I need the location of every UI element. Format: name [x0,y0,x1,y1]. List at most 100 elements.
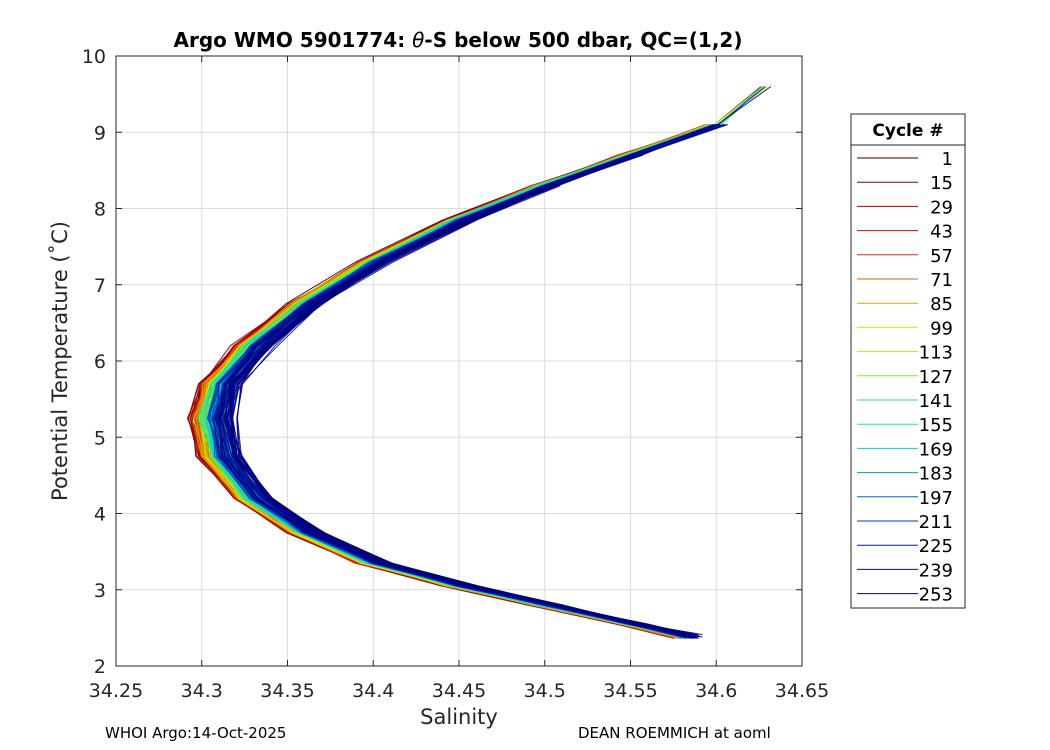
cycle-profile-line [200,124,715,639]
cycle-profile-line [194,185,682,637]
cycle-profile-line [199,124,717,638]
chart-title-suffix: -S below 500 dbar, QC=(1,2) [424,28,742,52]
legend-label: 225 [919,536,953,557]
cycle-profile-line [232,185,698,639]
y-tick-label: 9 [94,122,106,144]
y-tick-label: 5 [94,427,106,449]
cycle-profile-line [203,185,685,639]
y-tick-label: 7 [94,275,106,297]
cycle-profile-line [222,185,692,637]
cycle-profile-line [213,185,684,636]
cycle-profile-line [204,185,686,637]
x-tick-label: 34.65 [775,680,829,702]
cycle-profile-line [219,124,721,637]
y-axis-ticks: 2 3 4 5 6 7 8 9 10 [82,46,802,678]
cycle-profile-line [211,124,713,638]
cycle-profile-line [214,124,721,637]
cycle-profile-line [210,185,685,636]
cycle-profile-line [215,124,719,638]
cycle-profile-line [198,185,684,636]
profile-series [186,86,772,639]
cycle-profile-line [209,185,694,639]
legend-label: 141 [919,391,953,412]
cycle-profile-line [186,124,715,636]
legend: Cycle # 1 15 29 43 57 71 85 99 113 127 141 155 169 18… [850,113,966,609]
cycle-profile-line [218,185,690,639]
cycle-profile-line [211,185,685,637]
cycle-profile-line [215,124,715,639]
x-tick-label: 34.4 [352,680,394,702]
cycle-profile-line [203,185,687,638]
cycle-profile-line [207,185,689,635]
y-axis-label: Potential Temperature (˚C) [48,221,72,501]
cycle-profile-line [187,124,707,635]
cycle-profile-line [206,124,721,635]
legend-label: 29 [930,197,953,218]
cycle-profile-line [203,124,719,636]
cycle-profile-line [195,124,711,635]
cycle-profile-line [198,124,717,639]
cycle-profile-line [197,185,681,636]
y-tick-label: 8 [94,199,106,221]
cycle-profile-line [198,124,710,639]
cycle-profile-line [191,185,679,635]
cycle-profile-line [193,124,714,635]
x-tick-label: 34.6 [695,680,737,702]
cycle-profile-line [219,185,694,635]
cycle-profile-line [215,124,716,639]
cycle-profile-line [215,124,719,639]
cycle-profile-line [221,124,716,638]
cycle-profile-line [212,185,687,639]
legend-label: 127 [919,367,953,388]
cycle-profile-line [200,124,708,636]
cycle-profile-line [229,124,728,639]
x-tick-label: 34.3 [181,680,223,702]
cycle-profile-line [223,86,767,639]
chart-title: Argo WMO 5901774: θ-S below 500 dbar, QC… [174,28,743,52]
y-tick-label: 4 [94,504,106,526]
cycle-profile-line [236,185,697,638]
cycle-profile-line [200,124,715,637]
cycle-profile-line [204,185,684,638]
cycle-profile-line [190,124,707,639]
cycle-profile-line [205,185,686,635]
cycle-profile-line [218,124,724,637]
cycle-profile-line [190,185,682,638]
cycle-profile-line [218,185,690,636]
x-tick-label: 34.35 [260,680,314,702]
cycle-profile-line [218,124,717,637]
y-tick-label: 2 [94,656,106,678]
cycle-profile-line [203,124,717,638]
cycle-profile-line [200,124,712,638]
cycle-profile-line [214,124,718,637]
legend-label: 113 [919,343,953,364]
legend-label: 253 [919,585,953,606]
cycle-profile-line [206,124,717,639]
cycle-profile-line [222,124,721,636]
legend-label: 197 [919,488,953,509]
cycle-profile-line [219,124,724,638]
cycle-profile-line [193,185,686,638]
cycle-profile-line [224,185,697,636]
cycle-profile-line [227,185,693,638]
cycle-profile-line [224,124,719,637]
x-tick-label: 34.45 [432,680,486,702]
cycle-profile-line [219,185,689,638]
cycle-profile-line [219,185,696,639]
cycle-profile-line [217,185,690,636]
cycle-profile-line [226,185,694,635]
legend-label: 57 [930,246,953,267]
cycle-profile-line [225,185,703,636]
legend-label: 43 [930,222,953,243]
cycle-profile-line [209,185,681,636]
legend-label: 99 [930,318,953,339]
cycle-profile-line [207,185,690,637]
cycle-profile-line [228,185,693,638]
cycle-profile-line [197,124,714,636]
cycle-profile-line [210,185,693,638]
cycle-profile-line [204,86,765,638]
cycle-profile-line [215,124,714,638]
cycle-profile-line [219,86,772,637]
cycle-profile-line [214,124,721,636]
